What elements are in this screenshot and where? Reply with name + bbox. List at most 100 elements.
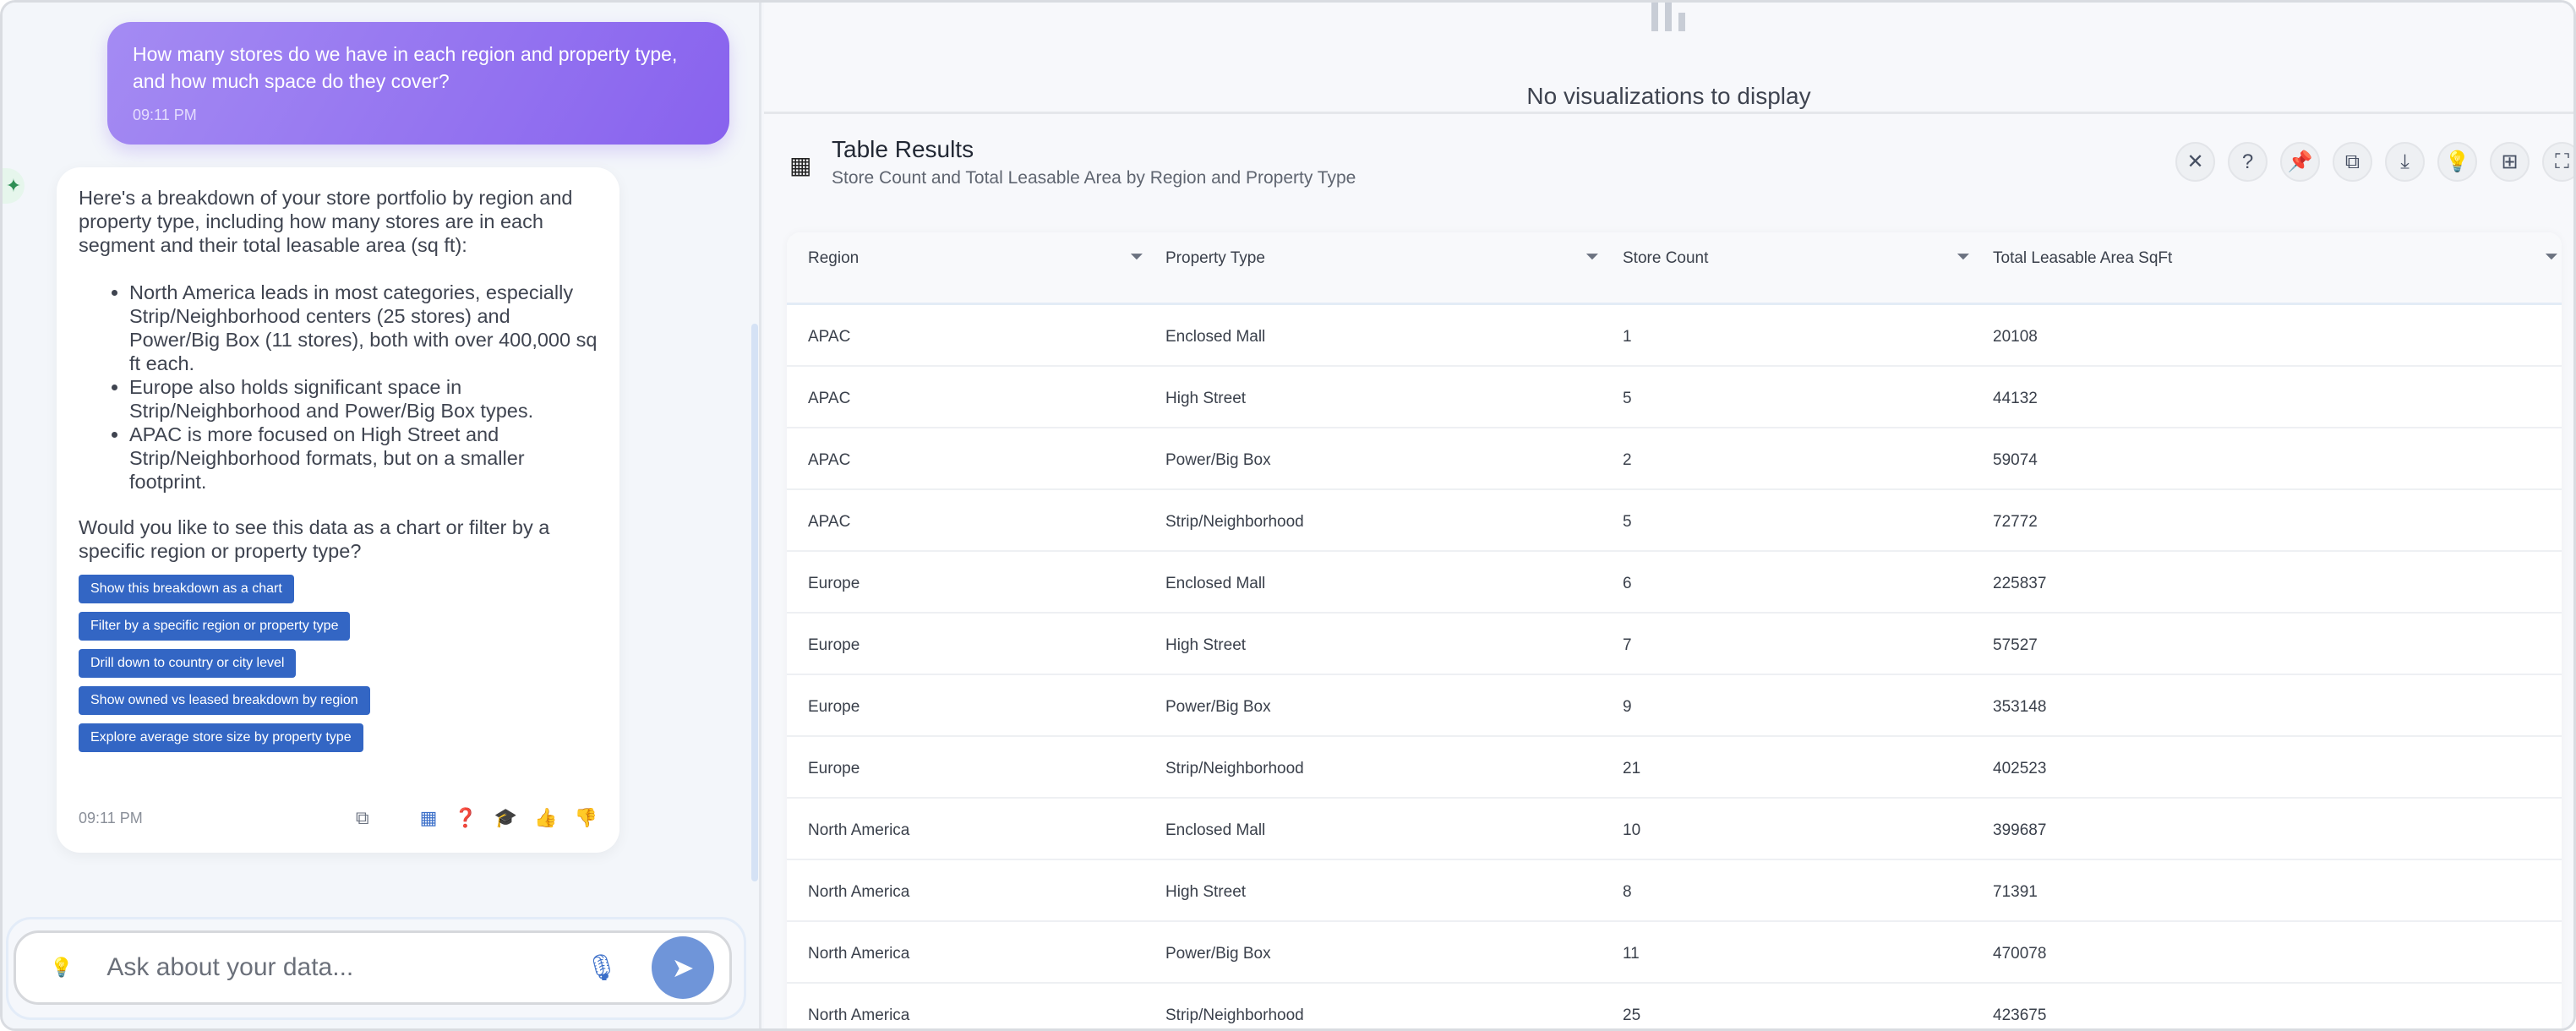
- table-cell: 6: [1623, 575, 1632, 592]
- table-icon: ▦: [789, 152, 812, 178]
- table-cell: Europe: [808, 636, 860, 654]
- help-icon[interactable]: ❓: [454, 807, 478, 828]
- table-row[interactable]: APAC Power/Big Box 2 59074: [787, 428, 2562, 490]
- grid-icon[interactable]: ⊞: [2490, 142, 2530, 182]
- column-header-property-type[interactable]: Property Type: [1165, 249, 1265, 267]
- thumbs-down-icon[interactable]: 👎: [574, 807, 598, 828]
- table-cell: 1: [1623, 328, 1632, 346]
- chat-input[interactable]: 💡 Ask about your data... 🎙 ➤: [14, 930, 732, 1005]
- table-row[interactable]: North America High Street 8 71391: [787, 860, 2562, 922]
- table-cell: 7: [1623, 636, 1632, 654]
- table-cell: APAC: [808, 390, 851, 407]
- table-row[interactable]: APAC High Street 5 44132: [787, 367, 2562, 428]
- suggestion-button[interactable]: Explore average store size by property t…: [79, 723, 363, 752]
- table-cell: Europe: [808, 575, 860, 592]
- table-cell: 21: [1623, 760, 1641, 777]
- table-row[interactable]: Europe Strip/Neighborhood 21 402523: [787, 737, 2562, 799]
- table-results-subtitle: Store Count and Total Leasable Area by R…: [832, 168, 1356, 188]
- table-cell: APAC: [808, 328, 851, 346]
- table-cell: 470078: [1993, 945, 2047, 963]
- lightbulb-icon[interactable]: 💡: [50, 957, 74, 978]
- assistant-message: Here's a breakdown of your store portfol…: [57, 167, 619, 853]
- help-icon[interactable]: ?: [2228, 142, 2268, 182]
- table-cell: 44132: [1993, 390, 2038, 407]
- results-table: Region ⏷ Property Type ⏷ Store Count ⏷ T…: [787, 232, 2562, 1028]
- suggestion-button[interactable]: Show owned vs leased breakdown by region: [79, 686, 370, 715]
- assistant-bullets: North America leads in most categories, …: [129, 281, 598, 494]
- close-icon[interactable]: ✕: [2175, 142, 2215, 182]
- copy-icon[interactable]: ⧉: [355, 807, 369, 828]
- table-cell: 72772: [1993, 513, 2038, 531]
- table-cell: High Street: [1165, 390, 1247, 407]
- bullet: Europe also holds significant space in S…: [129, 375, 598, 423]
- user-message-time: 09:11 PM: [133, 106, 197, 123]
- results-panel: No visualizations to display ▦ Table Res…: [764, 3, 2573, 1028]
- table-actions: ✕ ? 📌 ⧉ ⤓ 💡 ⊞ ⛶: [2175, 142, 2573, 182]
- empty-visualization-text: No visualizations to display: [1526, 83, 1811, 109]
- filter-off-icon[interactable]: ⏷: [1957, 248, 1970, 266]
- download-icon[interactable]: ⤓: [2385, 142, 2425, 182]
- table-cell: Europe: [808, 760, 860, 777]
- suggestion-button[interactable]: Drill down to country or city level: [79, 649, 297, 678]
- table-cell: North America: [808, 821, 910, 839]
- table-row[interactable]: North America Strip/Neighborhood 25 423675: [787, 984, 2562, 1028]
- table-row[interactable]: APAC Strip/Neighborhood 5 72772: [787, 490, 2562, 552]
- filter-off-icon[interactable]: ⏷: [1130, 248, 1143, 266]
- table-cell: 59074: [1993, 451, 2038, 469]
- suggestion-button[interactable]: Show this breakdown as a chart: [79, 575, 294, 603]
- table-header: Region ⏷ Property Type ⏷ Store Count ⏷ T…: [787, 232, 2562, 305]
- graduation-cap-icon[interactable]: 🎓: [494, 807, 518, 828]
- table-body: APAC Enclosed Mall 1 20108 APAC High Street 5 4…: [787, 305, 2562, 1028]
- table-cell: Strip/Neighborhood: [1165, 760, 1304, 777]
- table-results-header: ▦ Table Results Store Count and Total Le…: [789, 136, 1356, 188]
- table-row[interactable]: North America Enclosed Mall 10 399687: [787, 799, 2562, 860]
- table-cell: 8: [1623, 883, 1632, 901]
- bar-chart-icon: [1651, 3, 1685, 31]
- table-cell: APAC: [808, 451, 851, 469]
- user-message: How many stores do we have in each regio…: [107, 22, 729, 145]
- table-cell: North America: [808, 883, 910, 901]
- table-cell: High Street: [1165, 636, 1247, 654]
- column-header-region[interactable]: Region: [808, 249, 860, 267]
- table-cell: 353148: [1993, 698, 2047, 716]
- copy-icon[interactable]: ⧉: [2333, 142, 2372, 182]
- table-row[interactable]: Europe High Street 7 57527: [787, 614, 2562, 675]
- suggestion-button[interactable]: Filter by a specific region or property …: [79, 612, 351, 641]
- assistant-message-time: 09:11 PM: [79, 810, 143, 826]
- assistant-question: Would you like to see this data as a cha…: [79, 516, 550, 562]
- fullscreen-icon[interactable]: ⛶: [2542, 142, 2573, 182]
- table-row[interactable]: Europe Enclosed Mall 6 225837: [787, 552, 2562, 614]
- table-cell: North America: [808, 1006, 910, 1024]
- table-icon[interactable]: ▦: [419, 807, 438, 828]
- pin-icon[interactable]: 📌: [2280, 142, 2320, 182]
- table-cell: Power/Big Box: [1165, 451, 1271, 469]
- table-row[interactable]: North America Power/Big Box 11 470078: [787, 922, 2562, 984]
- table-cell: Power/Big Box: [1165, 698, 1271, 716]
- table-cell: 20108: [1993, 328, 2038, 346]
- table-cell: 402523: [1993, 760, 2047, 777]
- filter-off-icon[interactable]: ⏷: [1585, 248, 1599, 266]
- thumbs-up-icon[interactable]: 👍: [534, 807, 558, 828]
- chat-input-area: 💡 Ask about your data... 🎙 ➤: [6, 917, 746, 1020]
- table-cell: 10: [1623, 821, 1641, 839]
- insights-icon[interactable]: 💡: [2437, 142, 2477, 182]
- chat-scrollbar[interactable]: [751, 324, 758, 881]
- table-cell: Power/Big Box: [1165, 945, 1271, 963]
- table-cell: 2: [1623, 451, 1632, 469]
- microphone-icon[interactable]: 🎙: [585, 953, 618, 982]
- chat-input-placeholder[interactable]: Ask about your data...: [106, 953, 354, 981]
- table-cell: Strip/Neighborhood: [1165, 513, 1304, 531]
- table-row[interactable]: APAC Enclosed Mall 1 20108: [787, 305, 2562, 367]
- table-cell: Enclosed Mall: [1165, 328, 1266, 346]
- table-row[interactable]: Europe Power/Big Box 9 353148: [787, 675, 2562, 737]
- send-button[interactable]: ➤: [652, 936, 714, 999]
- table-cell: 25: [1623, 1006, 1641, 1024]
- filter-off-icon[interactable]: ⏷: [2545, 248, 2558, 266]
- message-footer: 09:11 PM ⧉ ▦ ❓ 🎓 👍 👎: [79, 805, 598, 831]
- table-cell: 225837: [1993, 575, 2047, 592]
- column-header-store-count[interactable]: Store Count: [1623, 249, 1709, 267]
- column-header-total-area[interactable]: Total Leasable Area SqFt: [1993, 249, 2173, 267]
- table-cell: APAC: [808, 513, 851, 531]
- table-cell: 423675: [1993, 1006, 2047, 1024]
- chat-panel: How many stores do we have in each regio…: [3, 3, 761, 1028]
